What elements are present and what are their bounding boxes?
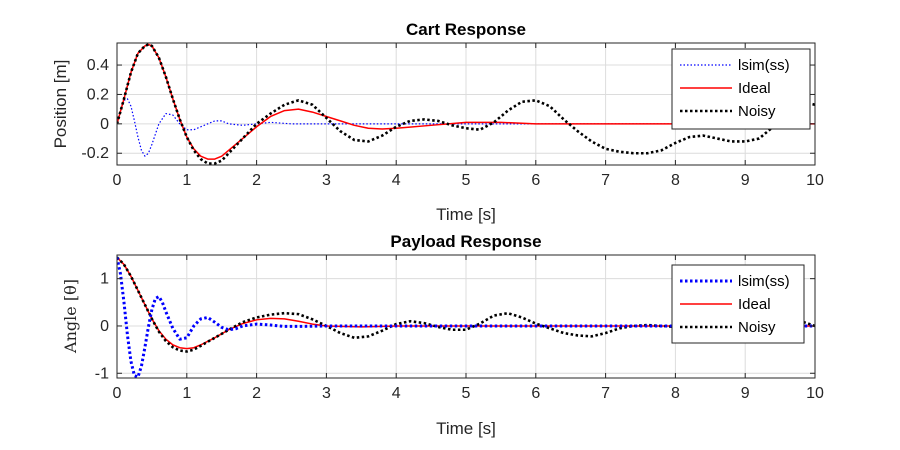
cart-y-ticks: -0.2 0 0.2 0.4 xyxy=(81,57,815,162)
cart-x-tick-label: 2 xyxy=(252,172,261,189)
cart-x-tick-label: 7 xyxy=(601,172,610,189)
cart-x-tick-label: 8 xyxy=(671,172,680,189)
payload-x-label: Time [s] xyxy=(436,419,496,438)
payload-y-tick-label: -1 xyxy=(95,365,109,382)
payload-y-tick-label: 0 xyxy=(100,318,109,335)
payload-legend-label: Noisy xyxy=(738,319,776,336)
cart-plot-area xyxy=(117,43,815,165)
payload-x-tick-label: 6 xyxy=(531,385,540,402)
cart-series-noisy xyxy=(117,43,815,165)
cart-title: Cart Response xyxy=(406,20,526,39)
payload-x-tick-label: 5 xyxy=(462,385,471,402)
payload-x-tick-label: 0 xyxy=(113,385,122,402)
cart-series-ideal xyxy=(117,43,815,160)
cart-series-lsim-ss xyxy=(117,98,815,157)
payload-x-tick-label: 2 xyxy=(252,385,261,402)
cart-legend-label: Ideal xyxy=(738,80,771,97)
cart-x-tick-label: 1 xyxy=(182,172,191,189)
payload-x-tick-label: 4 xyxy=(392,385,401,402)
payload-x-tick-label: 7 xyxy=(601,385,610,402)
cart-y-label: Position [m] xyxy=(51,60,70,149)
cart-legend-label: Noisy xyxy=(738,103,776,120)
payload-y-ticks: -1 0 1 xyxy=(95,271,815,382)
payload-legend-label: Ideal xyxy=(738,296,771,313)
payload-legend: lsim(ss) Ideal Noisy xyxy=(671,264,805,344)
payload-series-lsim-ss xyxy=(117,257,815,378)
payload-y-tick-label: 1 xyxy=(100,271,109,288)
payload-x-ticks: 0 1 2 3 4 5 6 7 8 9 10 xyxy=(113,255,824,402)
payload-y-label: Angle [θ] xyxy=(61,279,80,354)
cart-x-tick-label: 9 xyxy=(741,172,750,189)
cart-y-tick-label: 0.4 xyxy=(87,57,109,74)
cart-y-tick-label: 0 xyxy=(100,116,109,133)
cart-legend-label: lsim(ss) xyxy=(738,57,790,74)
cart-response-plot: Cart Response 0 1 2 3 4 5 6 7 8 9 10 -0.200.20.4 T… xyxy=(51,20,824,224)
cart-x-tick-label: 6 xyxy=(531,172,540,189)
payload-legend-label: lsim(ss) xyxy=(738,273,790,290)
cart-y-tick-label: 0.2 xyxy=(87,86,109,103)
payload-x-tick-label: 9 xyxy=(741,385,750,402)
cart-x-tick-label: 0 xyxy=(113,172,122,189)
payload-x-tick-label: 1 xyxy=(182,385,191,402)
cart-x-ticks: 0 1 2 3 4 5 6 7 8 9 10 xyxy=(113,43,824,189)
cart-legend-box xyxy=(671,48,811,130)
payload-title: Payload Response xyxy=(390,232,541,251)
cart-legend: lsim(ss) Ideal Noisy xyxy=(671,48,811,130)
cart-x-tick-label: 5 xyxy=(462,172,471,189)
payload-x-tick-label: 3 xyxy=(322,385,331,402)
payload-x-tick-label: 8 xyxy=(671,385,680,402)
cart-x-tick-label: 10 xyxy=(806,172,824,189)
cart-y-tick-label: -0.2 xyxy=(81,145,109,162)
cart-x-tick-label: 4 xyxy=(392,172,401,189)
cart-x-tick-label: 3 xyxy=(322,172,331,189)
payload-response-plot: Payload Response 0 1 2 3 4 5 6 7 8 9 10 -101 Time … xyxy=(61,232,824,438)
payload-x-tick-label: 10 xyxy=(806,385,824,402)
cart-x-label: Time [s] xyxy=(436,205,496,224)
